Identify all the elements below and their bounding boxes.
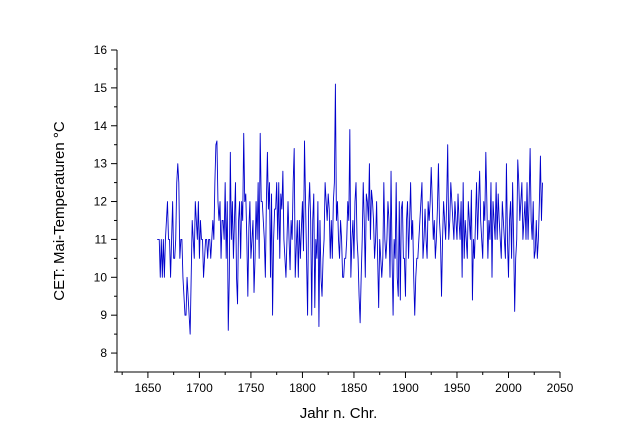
y-tick-label: 12 (94, 195, 108, 209)
x-tick-label: 1750 (238, 381, 265, 395)
y-axis-title: CET: Mai-Temperaturen °C (51, 121, 68, 301)
x-tick-label: 1650 (135, 381, 162, 395)
tick-labels: 1650 1700 1750 1800 1850 1900 1950 2000 2050 8 9 10… (94, 43, 574, 395)
x-tick-label: 1850 (341, 381, 368, 395)
y-tick-label: 11 (95, 232, 108, 246)
x-tick-label: 1800 (289, 381, 316, 395)
y-tick-label: 9 (100, 308, 107, 322)
x-tick-label: 1950 (444, 381, 471, 395)
y-tick-label: 13 (94, 157, 108, 171)
x-tick-label: 2000 (495, 381, 522, 395)
y-tick-label: 14 (94, 119, 108, 133)
y-tick-label: 16 (94, 43, 108, 57)
x-tick-label: 2050 (547, 381, 574, 395)
y-tick-label: 15 (94, 81, 108, 95)
series-layer (157, 83, 543, 335)
series-line-0 (157, 83, 543, 335)
x-tick-label: 1700 (186, 381, 213, 395)
y-tick-label: 10 (94, 270, 108, 284)
x-tick-label: 1900 (392, 381, 419, 395)
axes (111, 49, 561, 378)
x-axis-title: Jahr n. Chr. (300, 405, 378, 422)
y-tick-label: 8 (100, 346, 107, 360)
